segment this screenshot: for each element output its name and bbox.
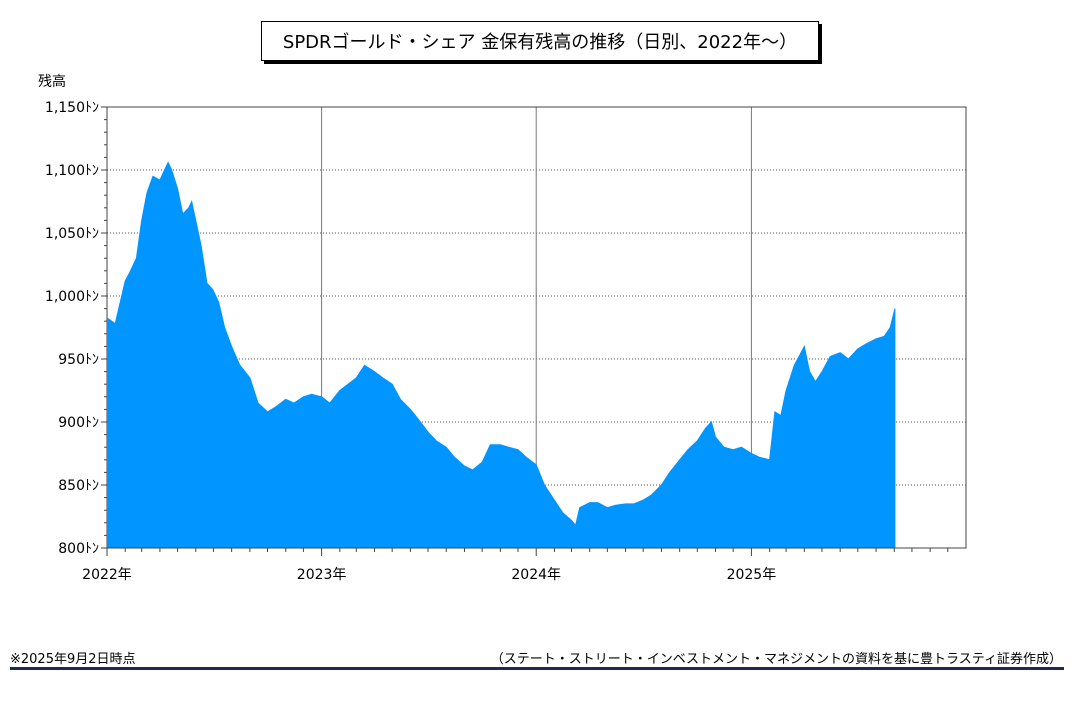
- x-tick-label: 2024年: [511, 567, 561, 583]
- axes: [101, 106, 967, 556]
- y-tick-label: 1,000ﾄﾝ: [45, 289, 99, 305]
- x-tick-label: 2022年: [82, 567, 132, 583]
- date-note: ※2025年9月2日時点: [10, 652, 136, 667]
- y-axis-label: 残高: [38, 73, 66, 90]
- y-tick-label: 1,050ﾄﾝ: [45, 226, 99, 242]
- y-tick-label: 1,150ﾄﾝ: [45, 100, 99, 116]
- x-tick-label: 2025年: [727, 567, 777, 583]
- footer-divider: [10, 667, 1064, 670]
- y-tick-label: 900ﾄﾝ: [58, 415, 99, 431]
- y-tick-label: 1,100ﾄﾝ: [45, 163, 99, 179]
- source-note: （ステート・ストリート・インベストメント・マネジメントの資料を基に豊トラスティ証…: [490, 652, 1062, 667]
- x-tick-label: 2023年: [297, 567, 347, 583]
- y-tick-labels: 800ﾄﾝ 850ﾄﾝ 900ﾄﾝ 950ﾄﾝ 1,000ﾄﾝ 1,050ﾄﾝ 1,100ﾄ…: [45, 100, 99, 557]
- data-area: [107, 161, 896, 549]
- gold-holdings-area: [107, 161, 896, 549]
- x-tick-labels: 2022年 2023年 2024年 2025年: [82, 567, 776, 583]
- y-tick-label: 800ﾄﾝ: [58, 541, 99, 557]
- chart-title: SPDRゴールド・シェア 金保有残高の推移（日別、2022年～）: [261, 21, 819, 61]
- y-tick-label: 950ﾄﾝ: [58, 352, 99, 368]
- y-tick-label: 850ﾄﾝ: [58, 478, 99, 494]
